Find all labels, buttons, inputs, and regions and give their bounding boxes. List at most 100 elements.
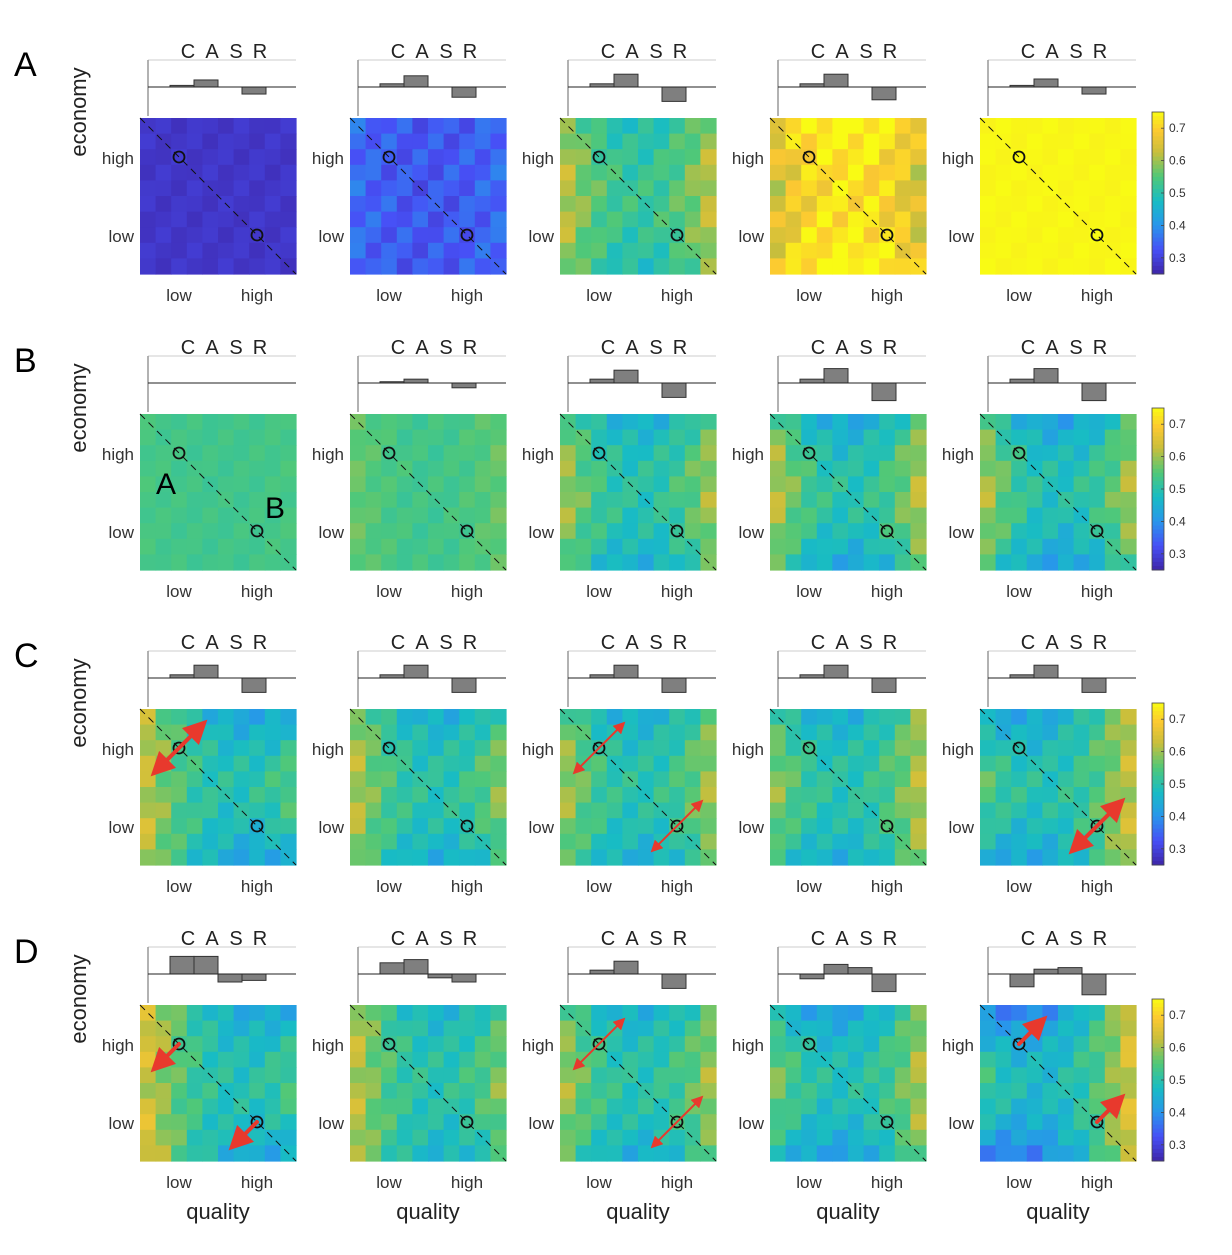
colorbar-step (1152, 213, 1164, 218)
heatmap-cell (816, 149, 833, 166)
heatmap-cell (591, 849, 608, 866)
heatmap-cell (848, 724, 865, 741)
heatmap-cell (638, 554, 655, 571)
heatmap-cell (1058, 1114, 1075, 1131)
heatmap-cell (280, 709, 297, 726)
heatmap-cell (381, 227, 398, 244)
heatmap-cell (770, 523, 787, 540)
colorbar-step (1152, 245, 1164, 251)
heatmap-cell (1089, 414, 1106, 431)
colorbar-step (1152, 112, 1164, 117)
heatmap-cell (638, 1129, 655, 1146)
bar-R (241, 677, 267, 693)
heatmap-cell (910, 724, 927, 741)
heatmap-cell (995, 833, 1012, 850)
heatmap-cell (591, 1083, 608, 1100)
heatmap-cell (863, 1083, 880, 1100)
heatmap-cell (879, 1005, 896, 1022)
heatmap-cell (264, 1114, 281, 1131)
heatmap-cell (894, 1020, 911, 1037)
heatmap-cell (591, 523, 608, 540)
heatmap-cell (171, 709, 188, 726)
heatmap-cell (606, 523, 623, 540)
heatmap-cell (140, 787, 157, 804)
heatmap-cell (396, 1083, 413, 1100)
heatmap-cell (350, 1129, 367, 1146)
heatmap-cell (816, 492, 833, 509)
heatmap-cell (396, 740, 413, 757)
heatmap-cell (280, 429, 297, 446)
heatmap-cell (1089, 133, 1106, 150)
heatmap-cell (1104, 118, 1121, 135)
heatmap-cell (1104, 414, 1121, 431)
heatmap-cell (202, 1098, 219, 1115)
heatmap-cell (684, 492, 701, 509)
heatmap-cell (1104, 507, 1121, 524)
heatmap-cell (848, 802, 865, 819)
heatmap-cell (396, 1114, 413, 1131)
heatmap-cell (396, 492, 413, 509)
heatmap-cell (770, 818, 787, 835)
heatmap-cell (622, 833, 639, 850)
bar-label-C: C (1021, 928, 1035, 950)
heatmap-cell (233, 1036, 250, 1053)
colorbar-step (1152, 184, 1164, 190)
heatmap-cell (218, 849, 235, 866)
heatmap-cell (801, 771, 818, 788)
heatmap-cell (980, 818, 997, 835)
heatmap-cell (1058, 755, 1075, 772)
option-circle-a (172, 1037, 186, 1051)
option-circle-b (460, 1115, 474, 1129)
colorbar-step (1152, 209, 1164, 214)
heatmap-cell (606, 492, 623, 509)
diagonal-line (139, 1004, 297, 1162)
heatmap-cell (575, 476, 592, 493)
heatmap-cell (894, 755, 911, 772)
heatmap-cell (700, 523, 717, 540)
x-tick-high: high (871, 877, 903, 896)
heatmap-cell (249, 118, 266, 135)
red-arrow (228, 1120, 259, 1151)
colorbar-step (1152, 168, 1164, 174)
heatmap-cell (832, 118, 849, 135)
heatmap-cell (591, 460, 608, 477)
heatmap-cell (879, 149, 896, 166)
heatmap-cell (575, 709, 592, 726)
colorbar-tick-label: 0.3 (1169, 251, 1186, 265)
heatmap-cell (1089, 164, 1106, 181)
heatmap-cell (1058, 523, 1075, 540)
heatmap-cell (381, 1114, 398, 1131)
heatmap-cell (801, 1129, 818, 1146)
heatmap-cell (171, 849, 188, 866)
heatmap-cell (140, 771, 157, 788)
heatmap-cell (684, 755, 701, 772)
heatmap-cell (490, 227, 507, 244)
heatmap-cell (1058, 1145, 1075, 1162)
heatmap-cell (995, 740, 1012, 757)
heatmap-cell (816, 476, 833, 493)
heatmap-cell (684, 849, 701, 866)
heatmap-cell (816, 118, 833, 135)
heatmap-cell (155, 258, 172, 275)
heatmap-cell (412, 507, 429, 524)
heatmap-cell (879, 211, 896, 228)
heatmap-cell (233, 554, 250, 571)
heatmap-cell (443, 1129, 460, 1146)
heatmap-cell (848, 771, 865, 788)
heatmap-cell (622, 460, 639, 477)
heatmap-cell (980, 227, 997, 244)
bar-A (1033, 664, 1059, 679)
heatmap-cell (669, 460, 686, 477)
heatmap-cell (1089, 196, 1106, 213)
heatmap-cell (1058, 414, 1075, 431)
heatmap-cell (910, 429, 927, 446)
heatmap-cell (606, 149, 623, 166)
option-circle-a (1012, 150, 1026, 164)
heatmap-cell (669, 507, 686, 524)
colorbar-step (1152, 1011, 1164, 1016)
heatmap-cell (1120, 242, 1137, 259)
heatmap-cell (490, 1083, 507, 1100)
heatmap-cell (863, 196, 880, 213)
heatmap-cell (280, 227, 297, 244)
